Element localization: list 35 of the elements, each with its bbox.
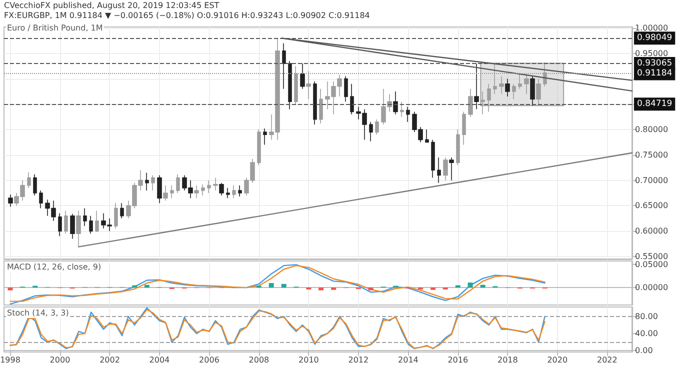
ref-line-label: 0.91184 [637, 68, 672, 79]
chart-title: Euro / British Pound, 1M [7, 24, 103, 32]
chart-title: MACD (12, 26, close, 9) [7, 262, 102, 272]
y-tick-label: 0.60000 [635, 226, 668, 236]
y-tick-label: 0.80000 [635, 125, 668, 134]
y-tick-label: 0.00000 [635, 283, 668, 292]
chart-title: Stoch (14, 3, 3) [7, 308, 69, 318]
ref-line-label: 0.84719 [637, 99, 672, 110]
x-tick-label: 1998 [0, 356, 20, 364]
x-tick-label: 2016 [448, 356, 468, 364]
ref-line-label: 0.98049 [637, 33, 672, 44]
text: FX:EURGBP, 1M 0.91184 ▼ −0.00165 (−0.18%) O:0.91016 H:0.93243 L:0.90902 C:0.91184 [4, 11, 370, 20]
y-tick-label: 0.00 [635, 346, 653, 356]
y-tick-label: 0.75000 [635, 150, 668, 160]
text: CVecchioFX published, August 20, 2019 12:03:45 EST [4, 1, 220, 10]
y-tick-label: 0.05000 [635, 260, 668, 270]
y-tick-label: 40.00 [635, 329, 658, 338]
y-tick-label: 0.55000 [635, 252, 668, 261]
x-tick-label: 2008 [248, 356, 270, 364]
x-tick-label: 2004 [149, 356, 170, 364]
y-tick-label: 0.65000 [635, 201, 668, 210]
x-tick-label: 2012 [348, 356, 369, 364]
x-tick-label: 2006 [199, 356, 220, 364]
y-tick-label: 80.00 [635, 312, 658, 321]
x-tick-label: 2020 [547, 356, 568, 364]
x-tick-label: 2014 [398, 356, 418, 364]
x-tick-label: 2010 [298, 356, 319, 364]
ref-line-label: 0.93065 [637, 58, 672, 69]
y-tick-label: 0.70000 [635, 176, 668, 185]
x-tick-label: 2022 [596, 356, 618, 364]
y-tick-label: 0.95000 [635, 48, 668, 58]
x-tick-label: 2018 [497, 356, 518, 364]
x-tick-label: 2000 [50, 356, 70, 364]
x-tick-label: 2002 [100, 356, 120, 364]
y-tick-label: 1.00000 [635, 24, 668, 33]
